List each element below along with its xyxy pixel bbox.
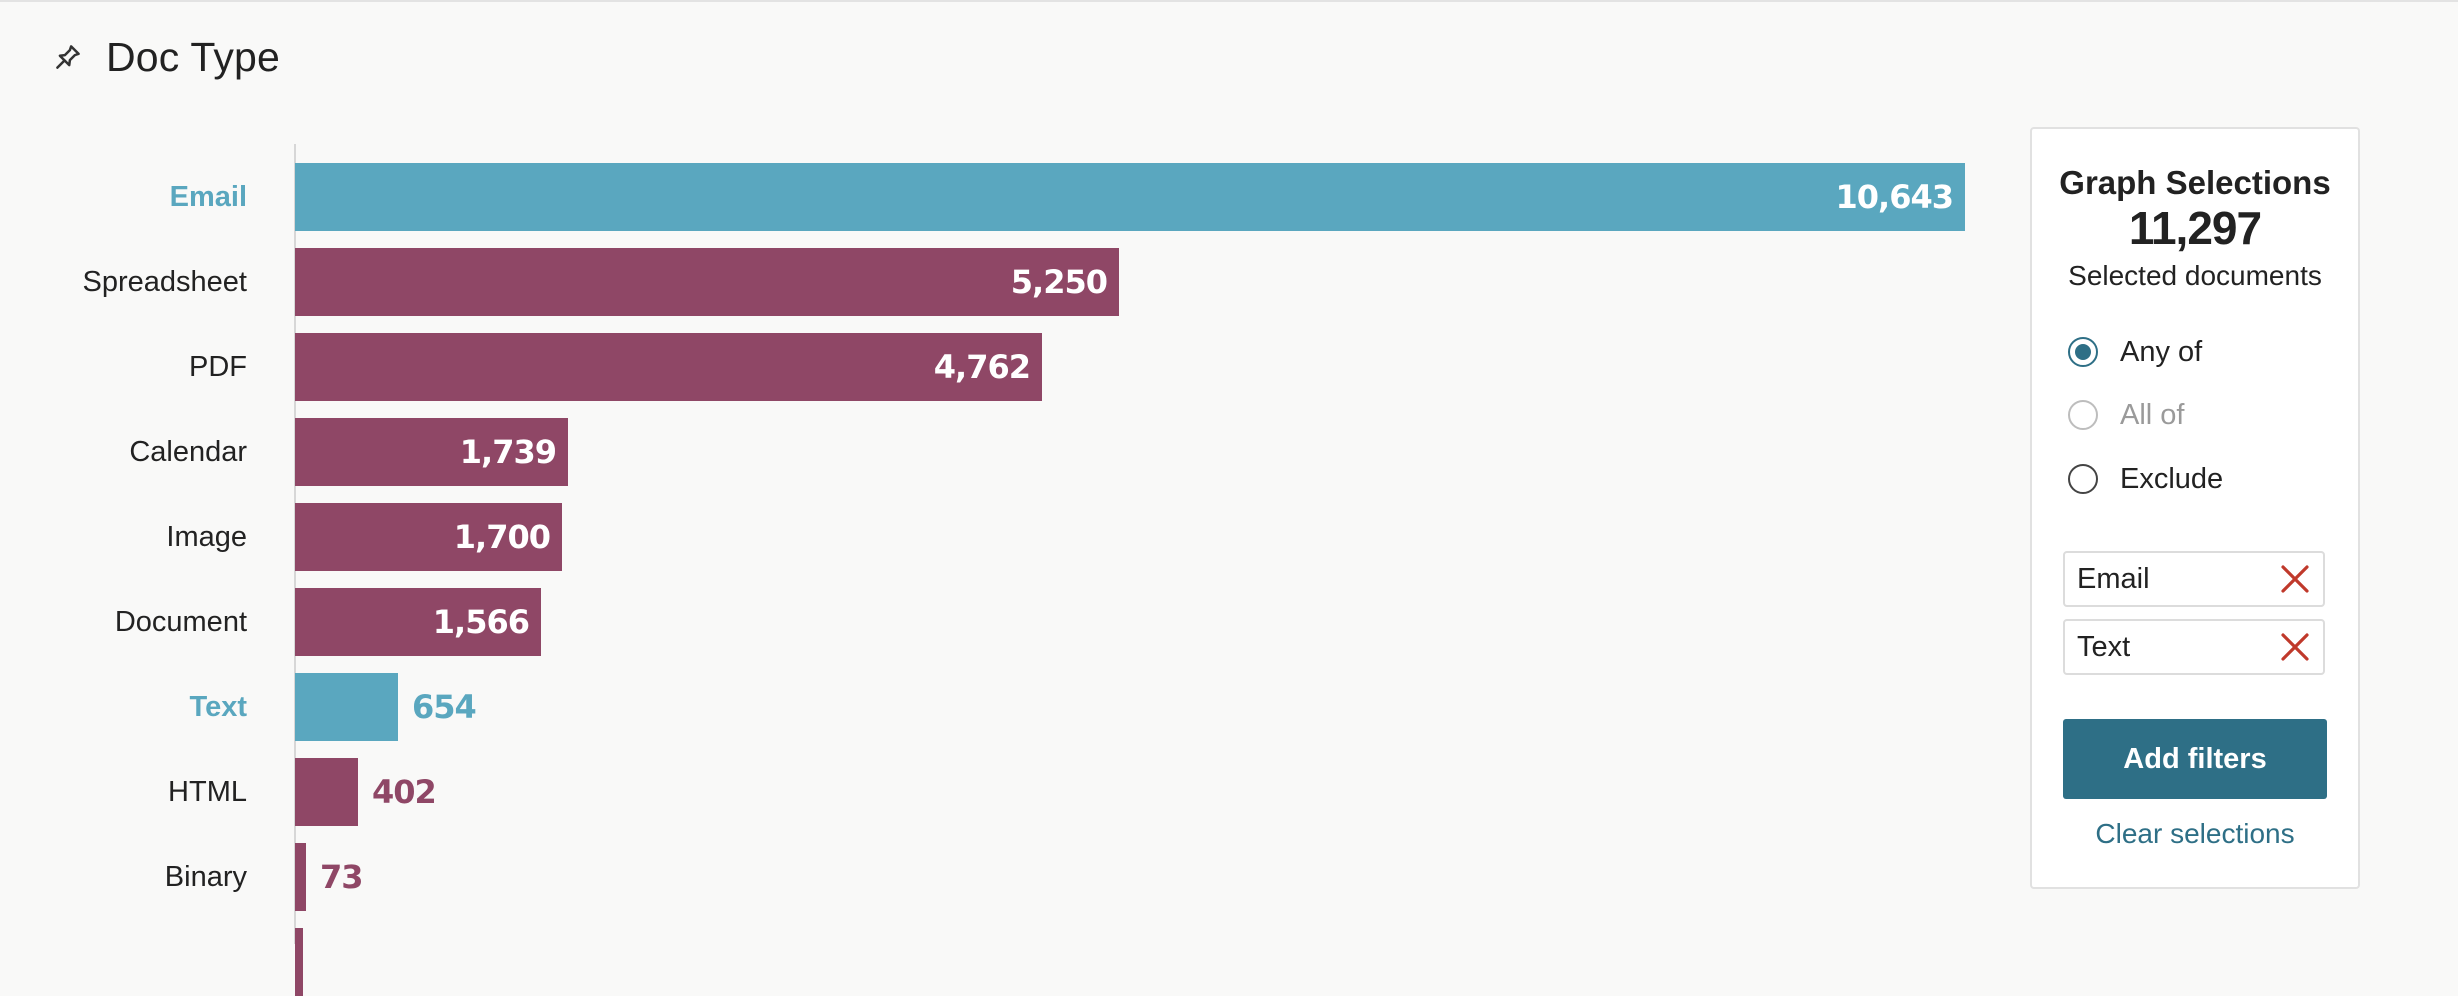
- bar[interactable]: [295, 928, 303, 996]
- radio-label: Any of: [2120, 335, 2203, 368]
- bar[interactable]: [295, 503, 562, 571]
- bar-value-label: 10,643: [1835, 178, 1954, 216]
- bar[interactable]: [295, 418, 568, 486]
- bar[interactable]: [295, 758, 358, 826]
- radio-any-of[interactable]: Any of: [2068, 332, 2202, 372]
- radio-exclude[interactable]: Exclude: [2068, 459, 2223, 499]
- top-divider: [0, 0, 2458, 2]
- selected-count: 11,297: [2128, 202, 2262, 254]
- selection-chip-text: Text: [2063, 619, 2325, 675]
- bar[interactable]: [295, 163, 1965, 231]
- bar-value-label: 654: [412, 688, 477, 726]
- bar-value-label: 73: [320, 858, 364, 896]
- bar-value-label: 1,700: [453, 518, 551, 556]
- add-filters-button[interactable]: Add filters: [2063, 719, 2327, 799]
- radio-label: Exclude: [2120, 462, 2224, 495]
- bar-value-label: 4,762: [933, 348, 1031, 386]
- category-label[interactable]: Image: [166, 520, 247, 553]
- selected-documents-label: Selected documents: [2068, 260, 2322, 291]
- category-label[interactable]: Document: [114, 605, 247, 638]
- close-icon[interactable]: [2275, 627, 2315, 667]
- category-label[interactable]: PDF: [189, 350, 247, 383]
- pin-icon[interactable]: [50, 39, 86, 75]
- bar[interactable]: [295, 333, 1042, 401]
- chart-header: Doc Type: [50, 32, 280, 82]
- category-label[interactable]: Email: [169, 180, 247, 213]
- category-label[interactable]: Calendar: [129, 435, 247, 468]
- category-label[interactable]: Binary: [164, 860, 247, 893]
- category-label[interactable]: HTML: [168, 775, 247, 808]
- category-label[interactable]: Text: [189, 690, 247, 723]
- bar[interactable]: [295, 673, 398, 741]
- chip-label: Text: [2077, 630, 2131, 663]
- bar[interactable]: [295, 248, 1119, 316]
- bar-value-label: 1,739: [459, 433, 557, 471]
- category-label[interactable]: Spreadsheet: [82, 265, 247, 298]
- page-title: Doc Type: [106, 33, 281, 80]
- chip-label: Email: [2077, 562, 2150, 595]
- bar-value-label: 402: [372, 773, 437, 811]
- bar[interactable]: [295, 843, 306, 911]
- radio-button[interactable]: [2068, 400, 2098, 430]
- selection-chip-email: Email: [2063, 551, 2325, 607]
- clear-selections-link[interactable]: Clear selections: [2095, 818, 2295, 849]
- radio-button[interactable]: [2068, 464, 2098, 494]
- graph-selections-panel: Graph Selections 11,297 Selected documen…: [2030, 127, 2360, 889]
- bar-value-label: 1,566: [432, 603, 530, 641]
- panel-title: Graph Selections: [2059, 164, 2331, 201]
- bar-value-label: 5,250: [1010, 263, 1108, 301]
- radio-label: All of: [2120, 398, 2185, 431]
- bar[interactable]: [295, 588, 541, 656]
- doc-type-bar-chart: Email 10,643 Spreadsheet 5,250 PDF 4,762 Calen…: [0, 140, 2000, 996]
- close-icon[interactable]: [2275, 559, 2315, 599]
- radio-button[interactable]: [2068, 337, 2098, 367]
- radio-all-of[interactable]: All of: [2068, 395, 2184, 435]
